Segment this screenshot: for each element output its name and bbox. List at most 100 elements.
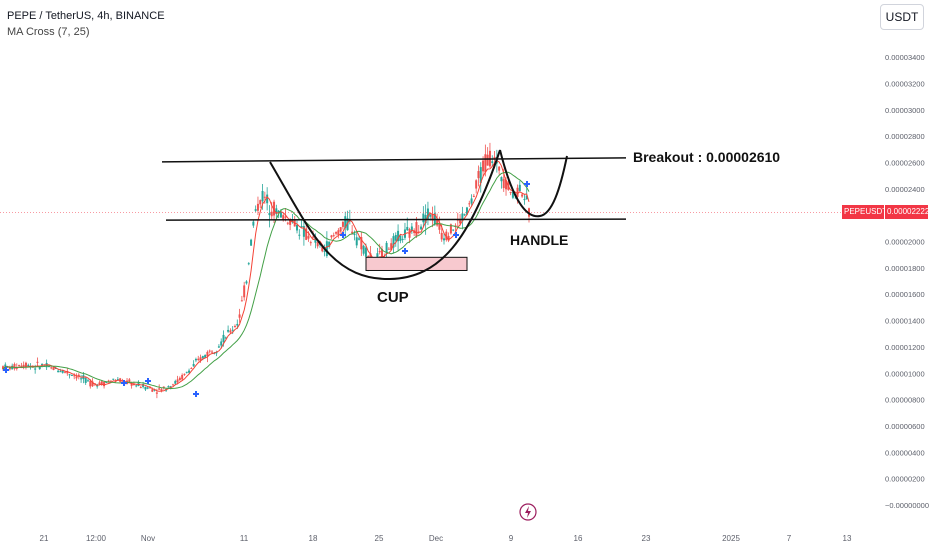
candle-body	[410, 226, 413, 232]
candle-body	[486, 154, 489, 166]
y-tick-label: 0.00000600	[885, 422, 925, 431]
candle-body	[149, 387, 152, 389]
candle-body	[385, 242, 388, 254]
y-tick-label: 0.00001600	[885, 290, 925, 299]
candle-body	[116, 379, 119, 381]
x-tick-label: 23	[642, 534, 651, 543]
candle-body	[73, 375, 76, 377]
y-tick-label: 0.00003000	[885, 106, 925, 115]
candle-body	[266, 194, 269, 204]
candle-body	[254, 209, 257, 211]
candle-body	[199, 357, 202, 361]
candle-body	[250, 239, 253, 246]
candle-body	[135, 385, 138, 387]
candle-body	[461, 213, 464, 222]
candle-body	[438, 222, 441, 230]
candle-body	[362, 245, 365, 254]
candle-body	[440, 232, 443, 240]
candle-body	[360, 237, 363, 250]
candle-body	[84, 378, 87, 383]
y-tick-label: −0.00000000	[885, 501, 929, 510]
candle-body	[201, 356, 204, 359]
y-tick-label: 0.00002600	[885, 158, 925, 167]
candle-body	[296, 224, 299, 231]
candle-body	[171, 384, 174, 386]
candle-body	[13, 363, 16, 369]
currency-button[interactable]: USDT	[880, 4, 924, 30]
candle-body	[75, 376, 78, 379]
x-tick-label: 12:00	[86, 534, 107, 543]
candle-body	[475, 180, 478, 189]
candle-body	[132, 384, 135, 386]
candle-body	[215, 352, 218, 354]
candle-body	[420, 226, 423, 230]
cup-label: CUP	[377, 289, 409, 306]
candle-body	[270, 211, 273, 217]
breakout-label: Breakout : 0.00002610	[633, 149, 780, 165]
candle-body	[314, 237, 317, 243]
y-tick-label: 0.00002800	[885, 132, 925, 141]
candle-body	[431, 214, 434, 221]
ma-slow-line	[2, 171, 530, 390]
candle-body	[20, 365, 23, 368]
candle-body	[392, 236, 395, 248]
candle-body	[339, 227, 342, 232]
indicator-label[interactable]: MA Cross (7, 25)	[7, 26, 90, 38]
neckline	[165, 218, 627, 221]
candle-body	[142, 384, 145, 387]
y-tick-label: 0.00003200	[885, 79, 925, 88]
candle-body	[399, 235, 402, 241]
candle-body	[27, 364, 30, 367]
candle-body	[286, 222, 289, 224]
candle-body	[236, 323, 239, 326]
candle-body	[337, 230, 340, 236]
candle-body	[325, 241, 328, 256]
candle-body	[353, 233, 356, 236]
candle-body	[346, 218, 349, 231]
candle-body	[468, 203, 471, 205]
y-tick-label: 0.00001200	[885, 343, 925, 352]
candle-body	[447, 235, 450, 241]
y-tick-label: 0.00001000	[885, 369, 925, 378]
candle-body	[190, 368, 193, 370]
candle-body	[328, 241, 331, 247]
candle-body	[284, 216, 287, 218]
candle-body	[61, 370, 64, 373]
candle-body	[323, 250, 326, 252]
candle-body	[220, 341, 223, 346]
candle-body	[426, 208, 429, 220]
candle-body	[465, 207, 468, 215]
candle-body	[217, 346, 220, 348]
candle-body	[128, 379, 131, 382]
candle-body	[194, 358, 197, 361]
candle-body	[208, 350, 211, 352]
candle-body	[222, 334, 225, 342]
candle-body	[502, 179, 505, 189]
candle-body	[130, 383, 133, 386]
candle-body	[332, 235, 335, 237]
candle-body	[482, 160, 485, 172]
candle-body	[378, 250, 381, 253]
candle-body	[240, 300, 243, 302]
candle-body	[247, 263, 250, 265]
candle-body	[36, 361, 39, 363]
candle-body	[41, 364, 44, 366]
lightning-icon[interactable]	[519, 503, 537, 521]
signal-cross-marker	[402, 248, 408, 254]
candle-body	[155, 392, 158, 394]
candle-body	[176, 379, 179, 383]
candle-body	[22, 364, 25, 368]
candle-body	[112, 378, 115, 380]
current-price-tag: PEPEUSDT 0.00002222	[842, 205, 929, 219]
handle-curve	[499, 149, 568, 218]
candle-body	[243, 285, 246, 298]
candle-body	[38, 366, 41, 370]
candle-body	[114, 380, 117, 382]
y-tick-label: 0.00000400	[885, 448, 925, 457]
candle-body	[231, 329, 234, 331]
candle-body	[158, 388, 161, 390]
candle-body	[415, 222, 418, 237]
candle-body	[298, 234, 301, 236]
candle-body	[484, 154, 487, 173]
